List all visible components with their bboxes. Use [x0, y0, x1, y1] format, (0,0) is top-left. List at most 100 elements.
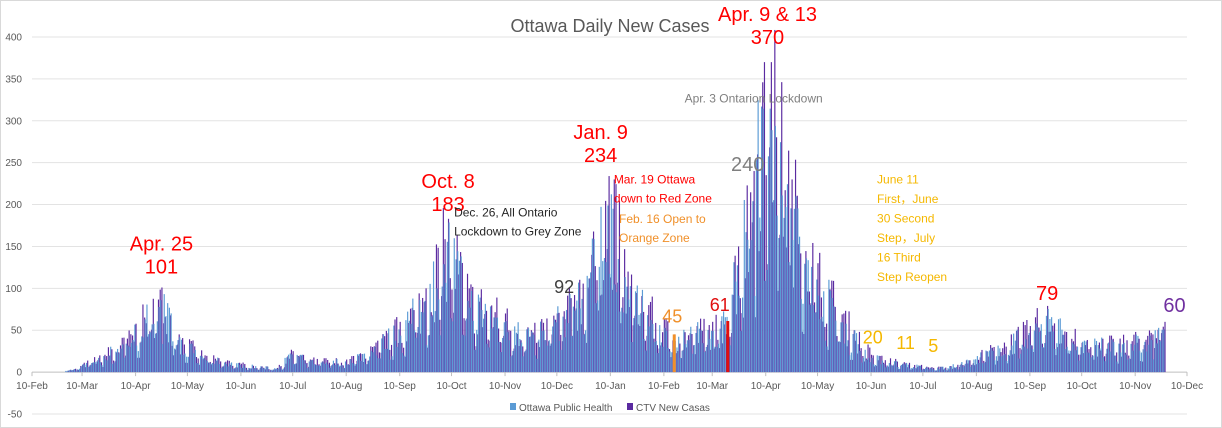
- annotation-text: Step Reopen: [877, 270, 947, 284]
- bar-ottawa-public-health: [85, 362, 88, 373]
- bar-ottawa-public-health: [691, 353, 694, 373]
- bar-ottawa-public-health: [476, 329, 478, 373]
- bar-ctv-new-casas: [1102, 338, 1104, 373]
- bar-ctv-new-casas: [618, 201, 621, 373]
- bar-ottawa-public-health: [748, 248, 751, 373]
- bar-ottawa-public-health: [1102, 357, 1105, 373]
- bar-ottawa-public-health: [771, 130, 773, 373]
- bar-ottawa-public-health: [1159, 341, 1161, 373]
- bar-ottawa-public-health: [553, 319, 555, 373]
- bar-ottawa-public-health: [957, 369, 959, 373]
- bar-ottawa-public-health: [519, 338, 521, 373]
- bar-ottawa-public-health: [795, 196, 797, 373]
- bar-ottawa-public-health: [1151, 340, 1153, 373]
- annotation-text: 16 Third: [877, 251, 921, 265]
- bar-ctv-new-casas: [1164, 321, 1166, 373]
- bar-ottawa-public-health: [897, 366, 899, 373]
- bar-ottawa-public-health: [1075, 350, 1077, 373]
- bar-ottawa-public-health: [683, 329, 685, 373]
- annotation-text: 5: [928, 336, 938, 356]
- bar-ctv-new-casas: [879, 355, 881, 373]
- bar-ottawa-public-health: [590, 272, 592, 373]
- bar-ottawa-public-health: [118, 353, 120, 373]
- bar-ottawa-public-health: [1120, 352, 1122, 373]
- bar-ottawa-public-health: [845, 323, 847, 373]
- bar-ottawa-public-health: [840, 322, 842, 373]
- bar-ottawa-public-health: [797, 208, 799, 373]
- bar-ottawa-public-health: [1078, 360, 1080, 373]
- bar-ottawa-public-health: [679, 357, 682, 373]
- bar-ottawa-public-health: [522, 356, 524, 373]
- bar-ottawa-public-health: [182, 354, 184, 373]
- bar-ottawa-public-health: [220, 367, 222, 373]
- bar-ottawa-public-health: [293, 363, 295, 373]
- bar-ottawa-public-health: [805, 258, 808, 373]
- highlight-bar: [672, 334, 676, 373]
- bar-ottawa-public-health: [248, 367, 250, 373]
- x-tick-label: 10-Feb: [648, 381, 680, 392]
- bar-ottawa-public-health: [149, 332, 151, 373]
- bar-ottawa-public-health: [110, 346, 112, 373]
- bar-ottawa-public-health: [565, 309, 568, 373]
- bar-ottawa-public-health: [690, 326, 692, 373]
- bar-ottawa-public-health: [186, 356, 188, 373]
- bar-ottawa-public-health: [141, 336, 143, 373]
- bar-ottawa-public-health: [849, 355, 851, 373]
- bar-ottawa-public-health: [1018, 358, 1020, 373]
- bar-ottawa-public-health: [591, 238, 593, 373]
- bar-ottawa-public-health: [243, 365, 245, 373]
- bar-ottawa-public-health: [163, 294, 165, 373]
- bar-ottawa-public-health: [217, 357, 219, 373]
- bar-ottawa-public-health: [524, 351, 526, 373]
- bar-ottawa-public-health: [374, 346, 376, 373]
- bar-ottawa-public-health: [1038, 332, 1041, 373]
- bar-ottawa-public-health: [662, 346, 664, 373]
- bar-ctv-new-casas: [860, 348, 862, 373]
- bar-ottawa-public-health: [968, 360, 970, 373]
- bar-ottawa-public-health: [92, 362, 95, 373]
- bar-ottawa-public-health: [826, 346, 828, 373]
- bar-ottawa-public-health: [211, 362, 214, 373]
- annotation-text: Feb. 16 Open to: [619, 212, 706, 226]
- bar-ottawa-public-health: [1025, 339, 1027, 373]
- bar-ctv-new-casas: [87, 360, 89, 373]
- bar-ottawa-public-health: [398, 329, 400, 373]
- bar-ottawa-public-health: [636, 285, 638, 373]
- x-tick-label: 10-Sep: [384, 381, 417, 392]
- bar-ottawa-public-health: [602, 261, 604, 373]
- bar-ottawa-public-health: [70, 369, 72, 373]
- y-tick-label: 300: [5, 116, 22, 127]
- bar-ctv-new-casas: [1017, 326, 1019, 373]
- bar-ottawa-public-health: [215, 360, 217, 373]
- bar-ottawa-public-health: [731, 294, 733, 373]
- bar-ottawa-public-health: [313, 364, 316, 373]
- bar-ottawa-public-health: [855, 333, 858, 373]
- bar-ottawa-public-health: [298, 356, 300, 373]
- bar-ottawa-public-health: [536, 358, 538, 373]
- bar-ctv-new-casas: [535, 342, 538, 373]
- bar-ottawa-public-health: [621, 307, 623, 373]
- bar-ottawa-public-health: [634, 291, 637, 373]
- bar-ottawa-public-health: [681, 350, 683, 373]
- annotation-text: Oct. 8: [421, 171, 474, 193]
- bar-ottawa-public-health: [275, 368, 278, 373]
- bar-ottawa-public-health: [983, 362, 985, 373]
- bar-ctv-new-casas: [75, 368, 77, 373]
- bar-ottawa-public-health: [529, 336, 531, 373]
- bar-ctv-new-casas: [292, 351, 294, 373]
- y-tick-label: 250: [5, 158, 22, 169]
- bar-ottawa-public-health: [450, 318, 452, 373]
- bar-ottawa-public-health: [1040, 324, 1042, 373]
- bar-ottawa-public-health: [999, 348, 1001, 373]
- bar-ottawa-public-health: [969, 366, 972, 373]
- bar-ctv-new-casas: [425, 288, 427, 373]
- legend-label-ctv-new-casas: CTV New Casas: [636, 403, 710, 414]
- bar-ottawa-public-health: [950, 366, 953, 373]
- bar-ottawa-public-health: [779, 142, 782, 373]
- bar-ottawa-public-health: [410, 323, 412, 373]
- x-tick-label: 10-Jan: [595, 381, 626, 392]
- bar-ottawa-public-health: [823, 291, 825, 373]
- bar-ottawa-public-health: [716, 347, 718, 373]
- bar-ottawa-public-health: [369, 356, 371, 373]
- bar-ottawa-public-health: [685, 343, 687, 373]
